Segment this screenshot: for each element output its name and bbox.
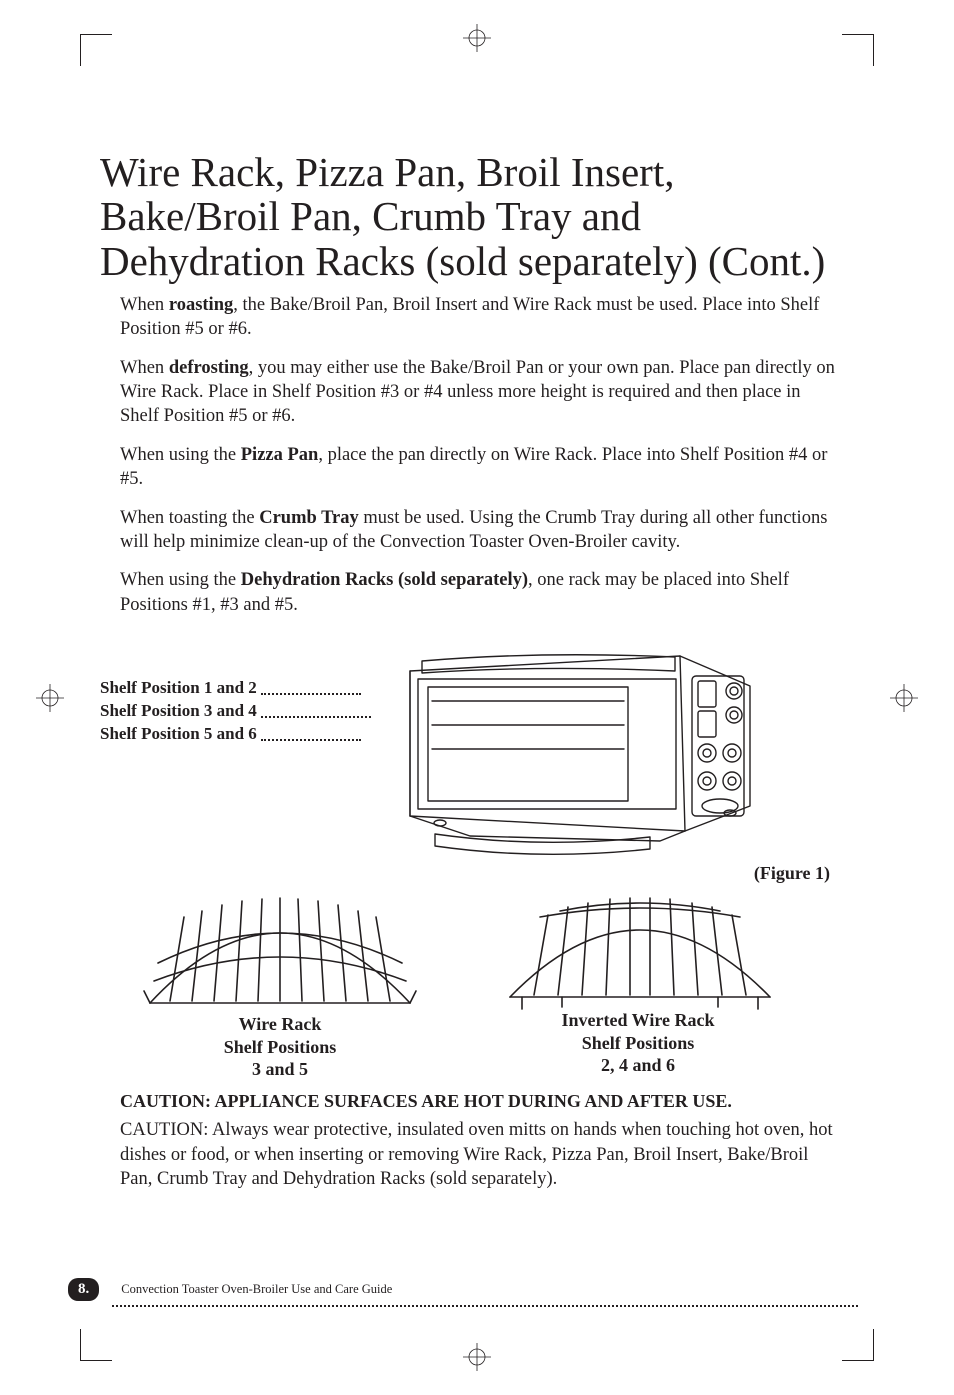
text: When using the (120, 445, 241, 465)
crop-mark (80, 1329, 81, 1361)
wire-rack-illustration (140, 893, 420, 1013)
paragraph-pizza-pan: When using the Pizza Pan, place the pan … (120, 443, 840, 492)
bold-term: Pizza Pan (241, 445, 319, 465)
leader-line (261, 729, 361, 741)
text: When toasting the (120, 508, 259, 528)
footer-guide-title: Convection Toaster Oven-Broiler Use and … (121, 1282, 392, 1297)
caption-line: Inverted Wire Rack (528, 1009, 748, 1032)
registration-mark-icon (463, 1343, 491, 1371)
caution-body: CAUTION: Always wear protective, insulat… (120, 1118, 840, 1191)
crop-mark (873, 1329, 874, 1361)
page-title: Wire Rack, Pizza Pan, Broil Insert, Bake… (100, 150, 840, 283)
leader-line (261, 683, 361, 695)
crop-mark (80, 1360, 112, 1361)
registration-mark-icon (890, 684, 918, 712)
inverted-wire-rack-caption: Inverted Wire Rack Shelf Positions 2, 4 … (528, 1009, 748, 1077)
page-footer: 8. Convection Toaster Oven-Broiler Use a… (68, 1278, 858, 1307)
crop-mark (80, 34, 112, 35)
page-number-badge: 8. (68, 1278, 99, 1301)
page-content: Wire Rack, Pizza Pan, Broil Insert, Bake… (120, 150, 840, 1205)
bold-term: defrosting (169, 358, 249, 378)
leader-line (261, 706, 371, 718)
bold-term: Dehydration Racks (sold separately) (241, 570, 528, 590)
caption-line: 3 and 5 (190, 1058, 370, 1081)
bold-term: roasting (169, 295, 233, 315)
caption-line: Shelf Positions (528, 1032, 748, 1055)
text: When (120, 358, 169, 378)
wire-rack-caption: Wire Rack Shelf Positions 3 and 5 (190, 1013, 370, 1081)
paragraph-defrosting: When defrosting, you may either use the … (120, 356, 840, 429)
caution-heading: CAUTION: APPLIANCE SURFACES ARE HOT DURI… (120, 1091, 840, 1112)
registration-mark-icon (463, 24, 491, 52)
caption-line: Wire Rack (190, 1013, 370, 1036)
inverted-wire-rack-illustration (500, 893, 780, 1013)
crop-mark (80, 34, 81, 66)
figure-1-label: (Figure 1) (754, 863, 830, 884)
shelf-label-1-2: Shelf Position 1 and 2 (100, 677, 371, 700)
text: When (120, 295, 169, 315)
paragraph-dehydration: When using the Dehydration Racks (sold s… (120, 568, 840, 617)
shelf-position-labels: Shelf Position 1 and 2 Shelf Position 3 … (100, 677, 371, 746)
text: When using the (120, 570, 241, 590)
paragraph-crumb-tray: When toasting the Crumb Tray must be use… (120, 506, 840, 555)
footer-dotted-rule (112, 1305, 858, 1307)
shelf-label-3-4: Shelf Position 3 and 4 (100, 700, 371, 723)
registration-mark-icon (36, 684, 64, 712)
bold-term: Crumb Tray (259, 508, 359, 528)
shelf-label-5-6: Shelf Position 5 and 6 (100, 723, 371, 746)
paragraph-roasting: When roasting, the Bake/Broil Pan, Broil… (120, 293, 840, 342)
crop-mark (873, 34, 874, 66)
caption-line: Shelf Positions (190, 1036, 370, 1059)
crop-mark (842, 34, 874, 35)
caption-line: 2, 4 and 6 (528, 1054, 748, 1077)
crop-mark (842, 1360, 874, 1361)
figure-area: Shelf Position 1 and 2 Shelf Position 3 … (120, 631, 840, 1071)
toaster-oven-illustration (400, 631, 760, 861)
